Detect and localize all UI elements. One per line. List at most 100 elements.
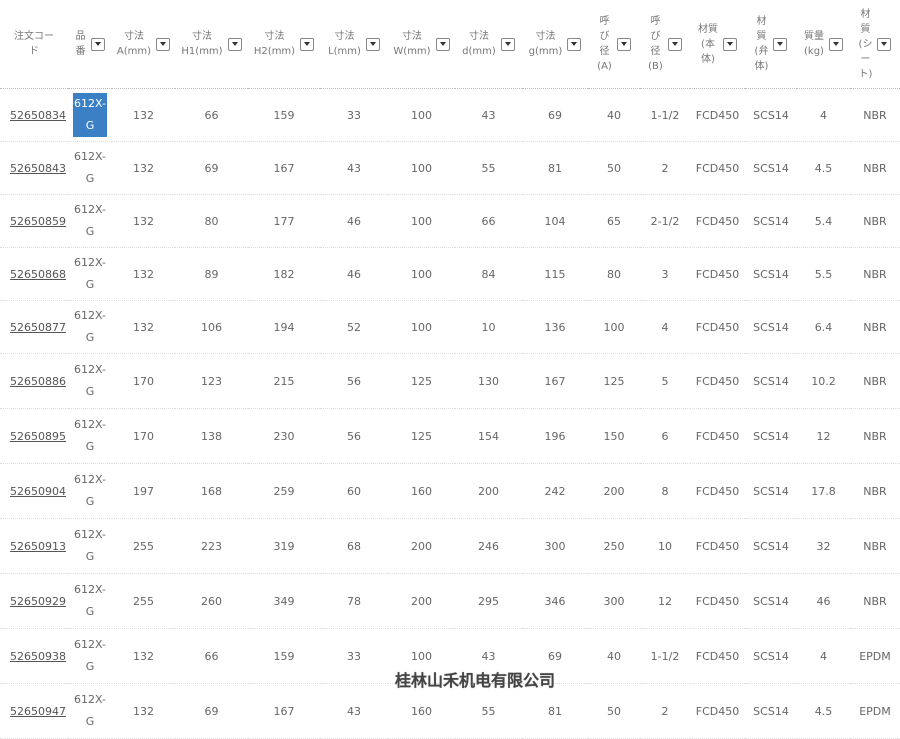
table-row: 52650859 612X-G 132 80 177 46 100 66 104 65 2-1/2 F… xyxy=(0,194,900,248)
cell-part-number: 612X-G xyxy=(68,247,112,301)
filter-dropdown-button[interactable] xyxy=(773,37,788,51)
cell-order-code: 52650938 xyxy=(0,628,68,684)
header-label-line: H1(mm) xyxy=(181,46,223,57)
header-label-line: g(mm) xyxy=(528,46,563,57)
column-header-material-body: 材質 (本体) xyxy=(690,0,745,89)
order-code-link[interactable]: 52650877 xyxy=(10,320,66,334)
cell-dim-l: 60 xyxy=(320,463,388,519)
part-number-text: 612X-G xyxy=(74,473,106,508)
cell-material-valve: SCS14 xyxy=(745,408,797,464)
header-label-line: L(mm) xyxy=(328,46,361,57)
cell-order-code: 52650947 xyxy=(0,683,68,739)
order-code-link[interactable]: 52650886 xyxy=(10,374,66,388)
header-label-line: ド xyxy=(29,46,39,57)
order-code-link[interactable]: 52650929 xyxy=(10,594,66,608)
filter-dropdown-button[interactable] xyxy=(567,37,582,51)
part-number-text: 612X-G xyxy=(74,418,106,453)
table-row: 52650929 612X-G 255 260 349 78 200 295 346 300 12 F… xyxy=(0,573,900,629)
cell-part-number: 612X-G xyxy=(68,463,112,519)
header-row: 注文コード品番寸法 A(mm) 寸法 H1(mm) 寸法 H2(mm) 寸法 L(mm) 寸法 W… xyxy=(0,0,900,89)
header-label-line: (シ xyxy=(858,38,873,50)
filter-dropdown-button[interactable] xyxy=(365,37,380,51)
cell-material-body: FCD450 xyxy=(690,518,745,574)
column-header-label: 寸法 H2(mm) xyxy=(254,29,295,59)
cell-dim-h2: 167 xyxy=(248,141,320,195)
cell-dim-d: 66 xyxy=(455,194,522,248)
table-row: 52650834 612X-G 132 66 159 33 100 43 69 40 1-1/2 FC… xyxy=(0,88,900,142)
table-row: 52650895 612X-G 170 138 230 56 125 154 196 150 6 FC… xyxy=(0,408,900,464)
header-label-line: ト) xyxy=(858,68,873,80)
cell-material-seat: NBR xyxy=(850,573,900,629)
cell-dim-d: 295 xyxy=(455,573,522,629)
order-code-link[interactable]: 52650947 xyxy=(10,704,66,718)
order-code-link[interactable]: 52650843 xyxy=(10,161,66,175)
cell-dim-d: 130 xyxy=(455,353,522,409)
table-row: 52650877 612X-G 132 106 194 52 100 10 136 100 4 FCD… xyxy=(0,300,900,354)
order-code-link[interactable]: 52650859 xyxy=(10,214,66,228)
filter-dropdown-button[interactable] xyxy=(300,37,315,51)
cell-part-number: 612X-G xyxy=(68,353,112,409)
order-code-link[interactable]: 52650904 xyxy=(10,484,66,498)
header-label-line: A(mm) xyxy=(116,46,152,57)
cell-dim-l: 46 xyxy=(320,247,388,301)
cell-dim-l: 56 xyxy=(320,353,388,409)
cell-weight: 17.8 xyxy=(797,463,850,519)
header-label-line: 寸法 xyxy=(264,31,285,42)
order-code-link[interactable]: 52650938 xyxy=(10,649,66,663)
cell-dim-h2: 349 xyxy=(248,573,320,629)
filter-dropdown-button[interactable] xyxy=(829,37,843,51)
cell-dim-h2: 182 xyxy=(248,247,320,301)
header-label-line: 体) xyxy=(701,53,715,65)
filter-dropdown-button[interactable] xyxy=(616,37,631,51)
cell-nominal-size-b: 2 xyxy=(640,683,690,739)
table-row: 52650843 612X-G 132 69 167 43 100 55 81 50 2 FCD450… xyxy=(0,141,900,195)
header-label-line: (kg) xyxy=(804,46,824,57)
column-header-nominal-size-a: 呼び径 (A) xyxy=(588,0,640,89)
cell-dim-a: 132 xyxy=(112,194,175,248)
cell-material-body: FCD450 xyxy=(690,628,745,684)
header-label-line: 体) xyxy=(754,61,769,72)
filter-dropdown-button[interactable] xyxy=(877,37,892,51)
cell-material-valve: SCS14 xyxy=(745,573,797,629)
header-label-line: 材質 xyxy=(698,23,718,35)
order-code-link[interactable]: 52650895 xyxy=(10,429,66,443)
cell-dim-g: 136 xyxy=(522,300,588,354)
header-label-line: (弁 xyxy=(754,46,769,57)
filter-dropdown-button[interactable] xyxy=(227,37,242,51)
part-number-text: 612X-G xyxy=(74,528,106,563)
filter-dropdown-button[interactable] xyxy=(156,37,171,51)
order-code-link[interactable]: 52650868 xyxy=(10,267,66,281)
filter-dropdown-button[interactable] xyxy=(667,37,682,51)
cell-dim-l: 43 xyxy=(320,683,388,739)
cell-nominal-size-a: 40 xyxy=(588,88,640,142)
table-row: 52650913 612X-G 255 223 319 68 200 246 300 250 10 F… xyxy=(0,518,900,574)
column-header-label: 寸法 H1(mm) xyxy=(181,29,222,59)
cell-dim-d: 154 xyxy=(455,408,522,464)
cell-dim-d: 246 xyxy=(455,518,522,574)
header-label-line: 注文コー xyxy=(14,31,54,42)
cell-dim-g: 81 xyxy=(522,141,588,195)
cell-nominal-size-a: 125 xyxy=(588,353,640,409)
cell-dim-w: 160 xyxy=(388,683,455,739)
cell-dim-h2: 230 xyxy=(248,408,320,464)
cell-nominal-size-a: 40 xyxy=(588,628,640,684)
cell-dim-h2: 167 xyxy=(248,683,320,739)
header-label-line: び xyxy=(599,31,610,42)
filter-dropdown-button[interactable] xyxy=(723,37,737,51)
filter-dropdown-button[interactable] xyxy=(435,37,450,51)
column-header-label: 材質 (弁 体) xyxy=(755,14,769,74)
order-code-link[interactable]: 52650913 xyxy=(10,539,66,553)
order-code-link[interactable]: 52650834 xyxy=(10,108,66,122)
filter-dropdown-button[interactable] xyxy=(500,37,515,51)
table-row: 52650904 612X-G 197 168 259 60 160 200 242 200 8 FC… xyxy=(0,463,900,519)
cell-material-body: FCD450 xyxy=(690,300,745,354)
cell-material-valve: SCS14 xyxy=(745,683,797,739)
cell-order-code: 52650929 xyxy=(0,573,68,629)
filter-dropdown-button[interactable] xyxy=(90,37,105,51)
cell-nominal-size-b: 8 xyxy=(640,463,690,519)
cell-dim-w: 200 xyxy=(388,518,455,574)
cell-material-valve: SCS14 xyxy=(745,518,797,574)
cell-material-seat: NBR xyxy=(850,408,900,464)
header-label-line: (本 xyxy=(701,38,715,50)
part-number-text: 612X-G xyxy=(74,256,106,291)
